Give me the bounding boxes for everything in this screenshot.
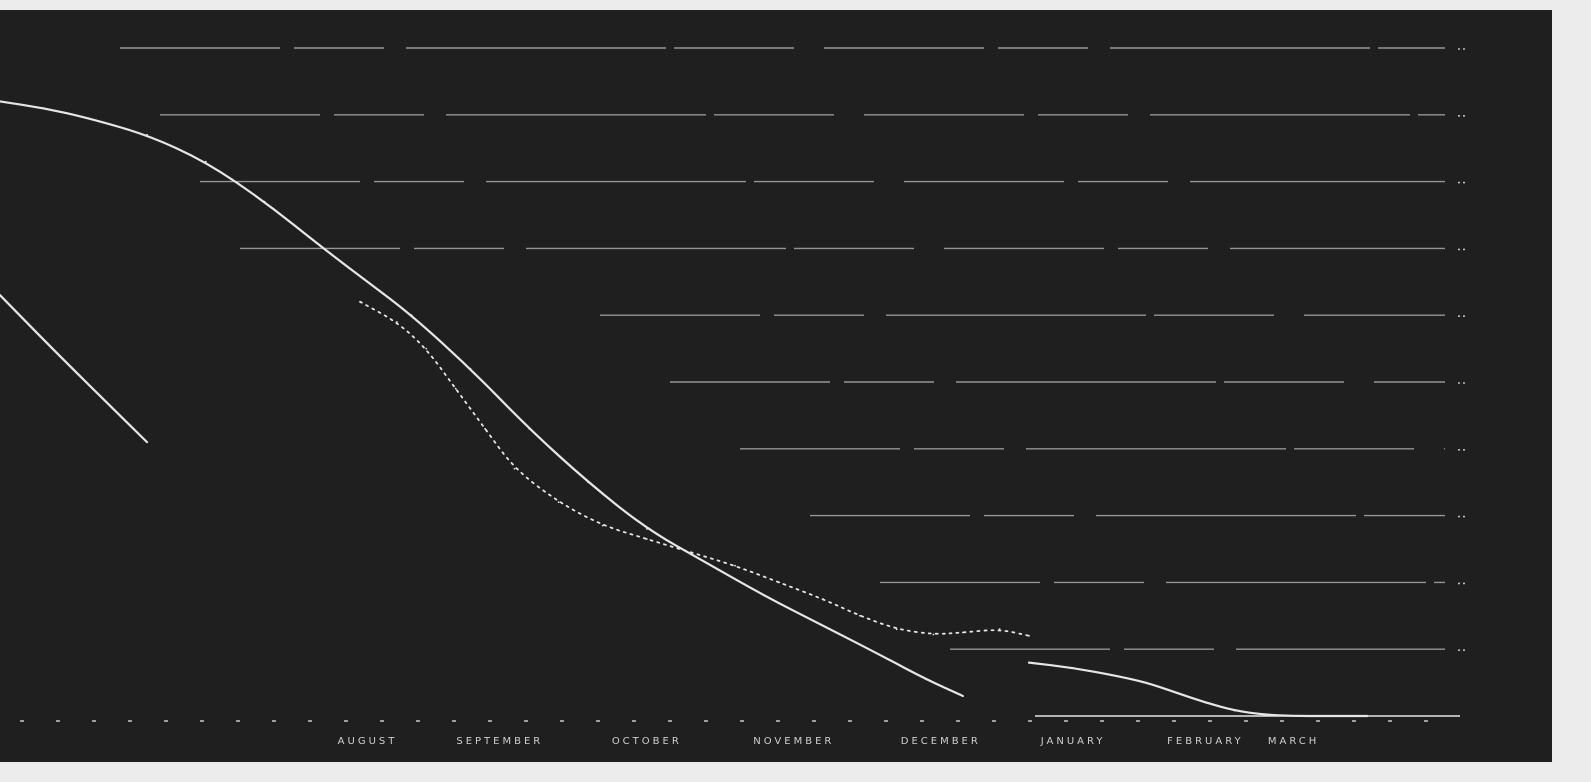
series-1-point-2 [1116, 675, 1119, 677]
series-3-point-17 [998, 628, 1001, 631]
series-0-point-1 [43, 107, 45, 109]
series-3-point-3 [454, 387, 457, 390]
series-3-point-15 [932, 633, 935, 636]
series-0-point-8 [410, 314, 413, 317]
series-3-point-14 [895, 628, 898, 631]
series-1-point-3 [1145, 681, 1148, 684]
series-0-point-6 [322, 247, 325, 250]
series-3-point-13 [859, 614, 861, 617]
series-1-point-0 [1028, 661, 1030, 664]
series-3-point-2 [425, 347, 428, 350]
series-0-point-14 [763, 594, 766, 597]
series-line-2 [0, 294, 149, 444]
series-0-point-18 [962, 695, 964, 697]
series-2-point-0 [0, 294, 1, 297]
series-1-point-10 [1366, 715, 1368, 717]
series-2-point-2 [146, 441, 148, 443]
series-line-0 [0, 100, 964, 698]
series-3-point-0 [359, 300, 361, 303]
series-0-point-5 [263, 200, 266, 203]
series-1-point-9 [1322, 715, 1324, 717]
series-3-point-11 [778, 581, 780, 584]
series-0-point-3 [146, 133, 148, 136]
plot-background [0, 10, 1552, 762]
series-0-point-7 [366, 280, 369, 283]
month-label-4: DECEMBER [901, 736, 981, 747]
series-3-point-9 [690, 551, 692, 554]
series-0-point-4 [204, 160, 207, 163]
series-2-point-1 [57, 354, 60, 357]
series-3-point-6 [557, 501, 560, 504]
month-label-6: FEBRUARY [1167, 736, 1243, 747]
series-3-point-10 [734, 564, 736, 567]
series-0-point-0 [0, 100, 1, 103]
series-1-point-6 [1233, 709, 1236, 712]
month-label-7: MARCH [1268, 736, 1319, 747]
series-3-point-18 [1028, 634, 1030, 637]
series-3-point-12 [822, 598, 825, 600]
series-1-point-8 [1292, 715, 1295, 717]
series-1-point-7 [1263, 713, 1266, 716]
series-0-point-10 [528, 427, 531, 430]
series-3-point-5 [513, 467, 516, 470]
series-0-point-9 [469, 367, 472, 370]
series-0-point-2 [87, 117, 90, 119]
series-3-point-7 [601, 524, 604, 527]
month-label-5: JANUARY [1040, 736, 1106, 747]
month-label-0: AUGUST [338, 736, 398, 747]
month-label-1: SEPTEMBER [456, 736, 543, 747]
series-0-point-17 [925, 678, 927, 681]
month-label-3: NOVEMBER [753, 736, 834, 747]
series-0-point-12 [645, 528, 648, 530]
series-3-point-8 [645, 538, 648, 540]
series-1-point-5 [1204, 701, 1207, 704]
series-1-point-1 [1072, 667, 1074, 669]
series-0-point-11 [587, 481, 589, 484]
series-0-point-13 [704, 561, 707, 564]
series-0-point-16 [881, 655, 883, 657]
series-1-point-4 [1175, 691, 1177, 694]
series-3-point-16 [962, 631, 964, 634]
series-0-point-15 [822, 624, 825, 627]
series-3-point-1 [396, 321, 398, 323]
month-label-2: OCTOBER [612, 736, 682, 747]
series-3-point-4 [484, 427, 486, 430]
